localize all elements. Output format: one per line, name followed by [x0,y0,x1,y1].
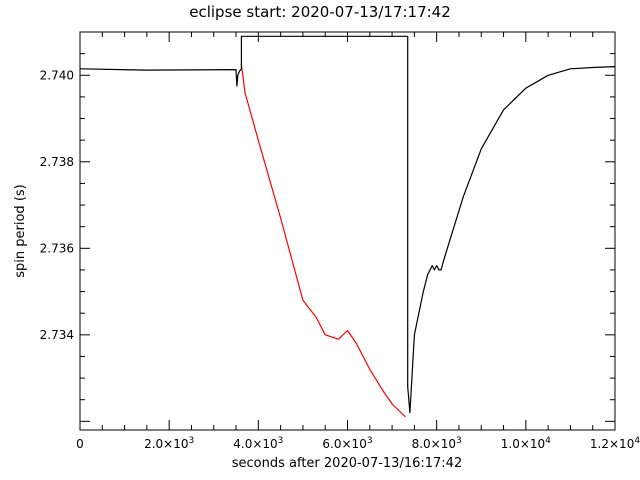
x-tick-label: 0 [76,437,84,451]
x-tick-label: 6.0×103 [322,436,372,451]
x-tick-label: 1.0×104 [501,436,551,451]
y-tick-label: 2.738 [40,155,74,169]
plot-area [79,31,616,431]
series-layer [79,35,616,418]
series-line-3 [240,35,616,414]
x-tick-label: 8.0×103 [412,436,462,451]
y-tick-label: 2.736 [40,241,74,255]
x-tick-label: 4.0×103 [233,436,283,451]
series-line-1 [79,68,242,87]
series-line-2 [240,64,406,418]
y-tick-label: 2.734 [40,328,74,342]
chart-title: eclipse start: 2020-07-13/17:17:42 [189,3,451,21]
y-tick-label: 2.740 [40,68,74,82]
x-axis-label: seconds after 2020-07-13/16:17:42 [232,456,462,471]
y-axis-label: spin period (s) [13,184,28,277]
plot-frame [79,31,616,431]
x-tick-label: 1.2×104 [590,436,640,451]
x-axis: 0 2.0×103 4.0×103 6.0×103 8.0×103 1.0×104 1.2×… [76,32,640,451]
x-tick-label: 2.0×103 [144,436,194,451]
y-axis: 2.734 2.736 2.738 2.740 [40,31,615,422]
